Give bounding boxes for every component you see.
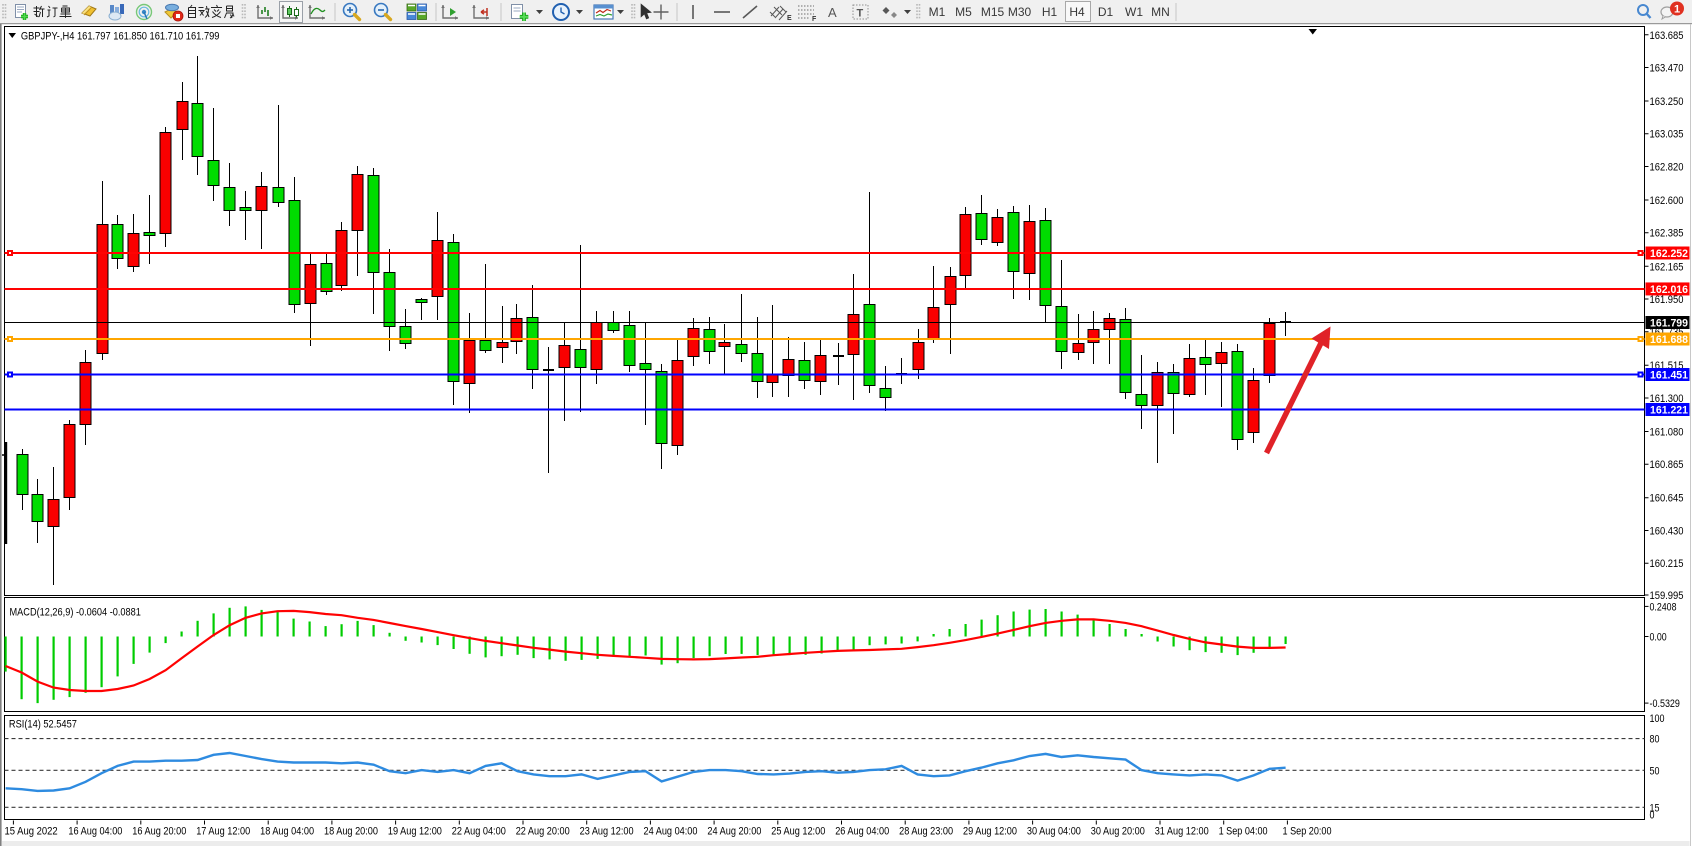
svg-text:RSI(14) 52.5457: RSI(14) 52.5457 [9, 719, 77, 731]
svg-text:H1: H1 [1042, 5, 1058, 19]
svg-text:163.035: 163.035 [1650, 129, 1684, 141]
svg-text:24 Aug 20:00: 24 Aug 20:00 [707, 826, 761, 838]
svg-text:162.385: 162.385 [1650, 228, 1684, 240]
svg-text:160.215: 160.215 [1650, 558, 1684, 570]
svg-text:M30: M30 [1008, 5, 1032, 19]
svg-text:162.820: 162.820 [1650, 161, 1684, 173]
svg-text:161.300: 161.300 [1650, 393, 1684, 405]
svg-text:22 Aug 04:00: 22 Aug 04:00 [452, 826, 506, 838]
svg-text:0.00: 0.00 [1650, 632, 1667, 644]
svg-text:MN: MN [1151, 5, 1170, 19]
svg-text:163.250: 163.250 [1650, 96, 1684, 108]
svg-text:H4: H4 [1069, 5, 1085, 19]
svg-text:22 Aug 20:00: 22 Aug 20:00 [516, 826, 570, 838]
svg-text:160.645: 160.645 [1650, 493, 1684, 505]
svg-text:MACD(12,26,9) -0.0604 -0.0881: MACD(12,26,9) -0.0604 -0.0881 [10, 607, 141, 619]
svg-text:E: E [787, 15, 792, 22]
svg-text:28 Aug 23:00: 28 Aug 23:00 [899, 826, 953, 838]
svg-text:31 Aug 12:00: 31 Aug 12:00 [1155, 826, 1209, 838]
svg-text:15 Aug 2022: 15 Aug 2022 [5, 826, 58, 838]
svg-text:24 Aug 04:00: 24 Aug 04:00 [644, 826, 698, 838]
svg-text:161.451: 161.451 [1650, 370, 1688, 382]
svg-text:161.950: 161.950 [1650, 294, 1684, 306]
svg-text:163.685: 163.685 [1650, 30, 1684, 42]
svg-text:50: 50 [1650, 765, 1660, 777]
svg-text:163.470: 163.470 [1650, 62, 1684, 74]
svg-text:29 Aug 12:00: 29 Aug 12:00 [963, 826, 1017, 838]
svg-text:23 Aug 12:00: 23 Aug 12:00 [580, 826, 634, 838]
svg-text:M1: M1 [929, 5, 946, 19]
svg-text:30 Aug 20:00: 30 Aug 20:00 [1091, 826, 1145, 838]
svg-text:25 Aug 12:00: 25 Aug 12:00 [771, 826, 825, 838]
svg-text:-0.5329: -0.5329 [1650, 698, 1680, 710]
svg-text:M15: M15 [981, 5, 1005, 19]
svg-text:160.865: 160.865 [1650, 459, 1684, 471]
svg-text:17 Aug 12:00: 17 Aug 12:00 [196, 826, 250, 838]
svg-text:GBPJPY-,H4 161.797 161.850 16: GBPJPY-,H4 161.797 161.850 161.710 161.7… [21, 30, 220, 42]
svg-text:0: 0 [1650, 810, 1655, 822]
svg-text:26 Aug 04:00: 26 Aug 04:00 [835, 826, 889, 838]
svg-text:161.080: 161.080 [1650, 426, 1684, 438]
svg-text:18 Aug 20:00: 18 Aug 20:00 [324, 826, 378, 838]
svg-text:100: 100 [1650, 713, 1665, 725]
svg-text:160.430: 160.430 [1650, 525, 1684, 537]
svg-text:16 Aug 20:00: 16 Aug 20:00 [132, 826, 186, 838]
svg-text:80: 80 [1650, 734, 1660, 746]
svg-text:161.688: 161.688 [1650, 334, 1688, 346]
svg-text:161.799: 161.799 [1650, 318, 1688, 330]
svg-text:18 Aug 04:00: 18 Aug 04:00 [260, 826, 314, 838]
svg-text:1 Sep 20:00: 1 Sep 20:00 [1283, 826, 1332, 838]
svg-text:162.016: 162.016 [1650, 284, 1688, 296]
svg-text:T: T [857, 8, 864, 20]
svg-text:159.995: 159.995 [1650, 590, 1684, 602]
svg-text:162.252: 162.252 [1650, 248, 1688, 260]
svg-text:19 Aug 12:00: 19 Aug 12:00 [388, 826, 442, 838]
svg-text:F: F [812, 16, 817, 23]
svg-text:15: 15 [1650, 802, 1660, 814]
svg-text:0.2408: 0.2408 [1650, 601, 1677, 613]
svg-text:16 Aug 04:00: 16 Aug 04:00 [68, 826, 122, 838]
svg-text:1 Sep 04:00: 1 Sep 04:00 [1219, 826, 1268, 838]
svg-text:162.165: 162.165 [1650, 261, 1684, 273]
svg-text:161.221: 161.221 [1650, 405, 1688, 417]
svg-text:30 Aug 04:00: 30 Aug 04:00 [1027, 826, 1081, 838]
svg-text:162.600: 162.600 [1650, 195, 1684, 207]
svg-text:1: 1 [1674, 4, 1680, 16]
svg-text:A: A [828, 5, 837, 20]
svg-text:M5: M5 [955, 5, 972, 19]
svg-text:D1: D1 [1098, 5, 1114, 19]
svg-text:W1: W1 [1125, 5, 1143, 19]
